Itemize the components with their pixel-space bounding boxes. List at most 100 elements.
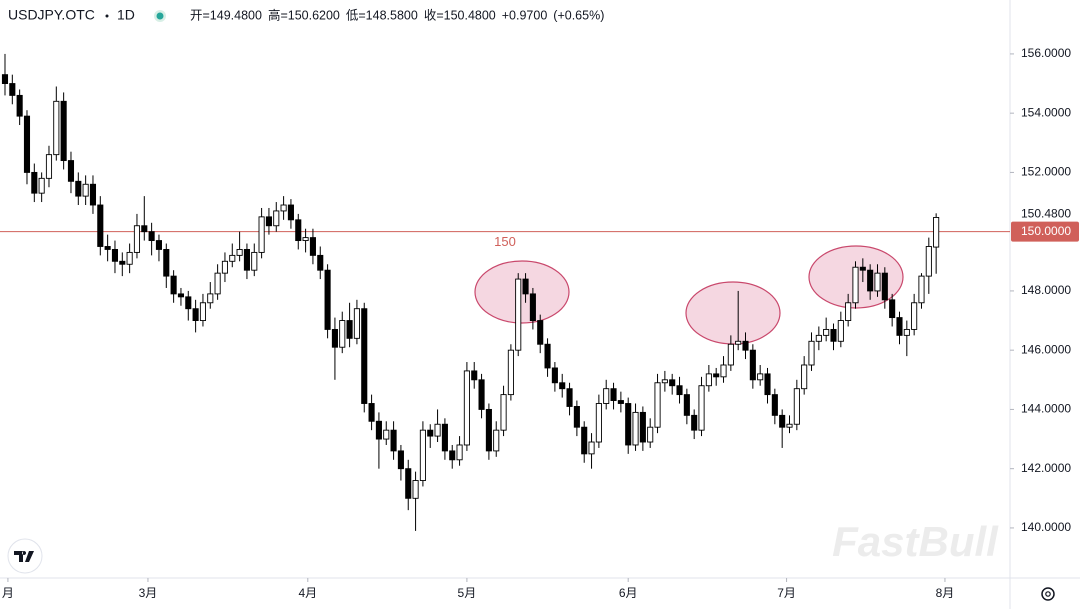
candle-body (764, 373, 771, 396)
candle-body (185, 296, 192, 310)
x-tick-label: 6月 (619, 586, 638, 600)
candle-body (23, 115, 31, 173)
candle-body (903, 328, 910, 336)
candle-body (383, 429, 390, 440)
candle-body (449, 450, 456, 461)
status-dot (156, 12, 164, 20)
candle-body (779, 414, 786, 428)
candle-body (89, 183, 97, 206)
candle-body (9, 83, 16, 96)
candle-body (192, 308, 199, 322)
candle-body (53, 100, 60, 156)
candle-body (111, 248, 119, 262)
y-tick-label: 152.0000 (1021, 165, 1071, 179)
candle-body (493, 429, 500, 452)
candle-body (918, 275, 925, 304)
candle-body (625, 403, 632, 446)
y-tick-label: 156.0000 (1021, 46, 1071, 60)
ohlc-legend: +0.9700 (502, 8, 548, 22)
candle-body (471, 370, 478, 381)
candle-body (324, 269, 331, 330)
settings-icon[interactable] (1041, 587, 1055, 601)
candle-body (742, 340, 749, 351)
candle-body (793, 388, 800, 425)
candle-body (867, 269, 874, 292)
candle-body (705, 373, 712, 387)
candle-body (243, 248, 250, 271)
candle-body (537, 320, 544, 345)
y-tick-label: 144.0000 (1021, 402, 1071, 416)
candle-body (566, 388, 573, 407)
candle-body (353, 308, 360, 339)
candle-body (691, 414, 698, 431)
candle-body (573, 406, 580, 428)
candle-body (75, 180, 82, 197)
candle-body (119, 260, 126, 265)
watermark: FastBull (832, 518, 999, 565)
candle-body (419, 429, 426, 481)
ohlc-legend: 高=150.6200 (268, 7, 340, 22)
candle-body (273, 210, 280, 227)
candle-body (163, 248, 170, 277)
candle-body (698, 385, 705, 431)
candle-body (427, 429, 434, 437)
ohlc-legend: 开=149.4800 (190, 8, 262, 22)
candle-body (38, 177, 45, 194)
candle-body (588, 441, 595, 455)
candle-body (104, 246, 111, 250)
x-tick-label: 4月 (298, 586, 317, 600)
y-tick-label: 142.0000 (1021, 461, 1071, 475)
candle-body (654, 382, 661, 428)
candle-body (735, 340, 742, 345)
candle-body (60, 100, 67, 162)
candle-body (287, 204, 294, 221)
price-tag-label: 150.0000 (1021, 224, 1071, 238)
candle-body (544, 343, 551, 369)
candle-body (771, 394, 778, 416)
candle-body (720, 364, 727, 378)
candle-body (507, 349, 514, 396)
candle-body (16, 94, 23, 117)
candle-body (610, 388, 617, 401)
candle-body (412, 480, 419, 499)
candle-body (632, 411, 639, 446)
candle-body (837, 320, 844, 342)
candle-body (214, 272, 221, 295)
candle-body (390, 429, 397, 452)
candle-body (551, 367, 558, 384)
last-price-label: 150.4800 (1021, 207, 1071, 221)
candle-body (859, 266, 866, 271)
candle-body (823, 328, 830, 336)
candle-body (221, 260, 228, 274)
candle-body (434, 423, 441, 437)
candle-body (258, 216, 265, 253)
candle-body (478, 379, 485, 410)
hline-annotation: 150 (494, 234, 516, 249)
candle-body (251, 251, 258, 271)
candle-body (522, 278, 529, 295)
candle-body (463, 370, 470, 446)
annotations (474, 245, 904, 345)
candle-body (661, 379, 668, 384)
candle-body (236, 248, 243, 256)
tv-logo (7, 538, 43, 574)
candle-body (581, 426, 588, 455)
candle-body (309, 237, 316, 256)
candle-body (148, 231, 155, 242)
candle-body (830, 328, 837, 342)
candle-body (713, 373, 720, 378)
y-tick-label: 148.0000 (1021, 283, 1071, 297)
candle-body (405, 468, 412, 499)
candle-body (485, 408, 492, 452)
candle-body (31, 171, 38, 194)
candle-body (874, 272, 881, 292)
candle-body (97, 204, 104, 247)
candle-body (1, 74, 9, 84)
candle-body (199, 302, 206, 322)
candle-body (67, 160, 75, 182)
highlight-ellipse (685, 281, 781, 345)
candle-body (815, 334, 822, 342)
ohlc-legend: 收=150.4800 (424, 8, 496, 22)
candle-body (559, 382, 566, 390)
